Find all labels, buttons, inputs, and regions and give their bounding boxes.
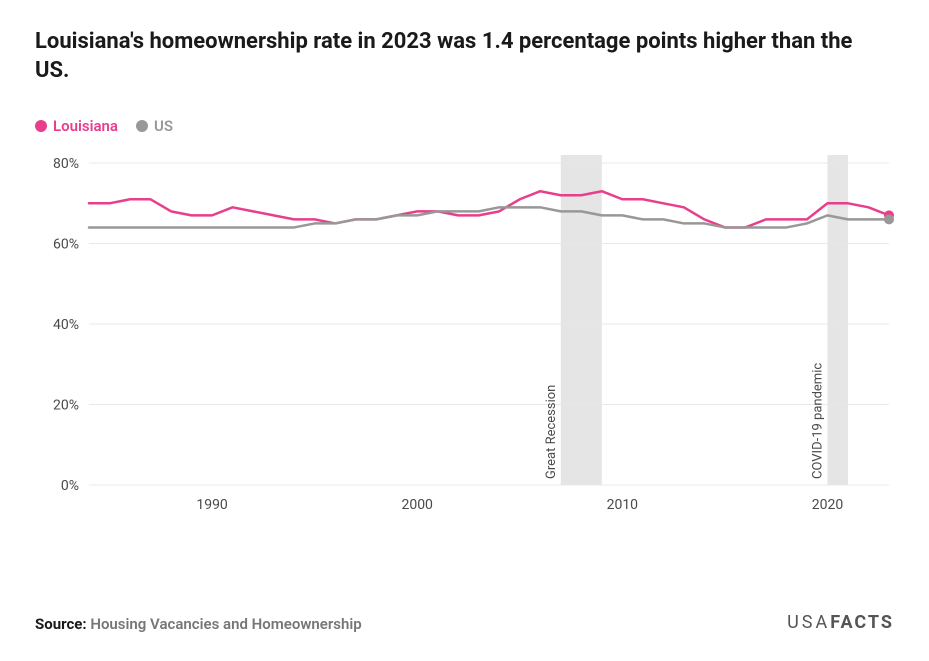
brand-bold: FACTS: [830, 612, 894, 633]
svg-text:1990: 1990: [196, 497, 228, 513]
source-name: Housing Vacancies and Homeownership: [90, 615, 361, 633]
svg-text:40%: 40%: [53, 317, 79, 333]
svg-text:COVID-19 pandemic: COVID-19 pandemic: [810, 363, 825, 479]
svg-text:20%: 20%: [53, 398, 79, 414]
chart-title: Louisiana's homeownership rate in 2023 w…: [35, 28, 855, 85]
legend-dot-icon: [136, 120, 148, 132]
legend-item-us: US: [136, 117, 173, 135]
svg-text:0%: 0%: [61, 478, 79, 494]
svg-text:Great Recession: Great Recession: [544, 385, 559, 479]
legend: Louisiana US: [35, 117, 894, 135]
svg-text:2010: 2010: [607, 497, 639, 513]
legend-label: Louisiana: [53, 117, 118, 135]
legend-label: US: [154, 117, 173, 135]
svg-text:2000: 2000: [401, 497, 433, 513]
brand-logo: USAFACTS: [787, 612, 894, 633]
svg-text:2020: 2020: [812, 497, 844, 513]
svg-text:60%: 60%: [53, 237, 79, 253]
chart-area: 0% 20% 40% 60% 80% 1990 2000 2010 2020 Great Rece…: [35, 147, 894, 527]
source-line: Source: Housing Vacancies and Homeowners…: [35, 615, 362, 633]
legend-dot-icon: [35, 120, 47, 132]
line-chart: 0% 20% 40% 60% 80% 1990 2000 2010 2020 Great Rece…: [35, 147, 894, 527]
brand-thin: USA: [787, 612, 830, 633]
svg-text:80%: 80%: [53, 156, 79, 172]
source-label: Source:: [35, 615, 90, 633]
legend-item-louisiana: Louisiana: [35, 117, 118, 135]
